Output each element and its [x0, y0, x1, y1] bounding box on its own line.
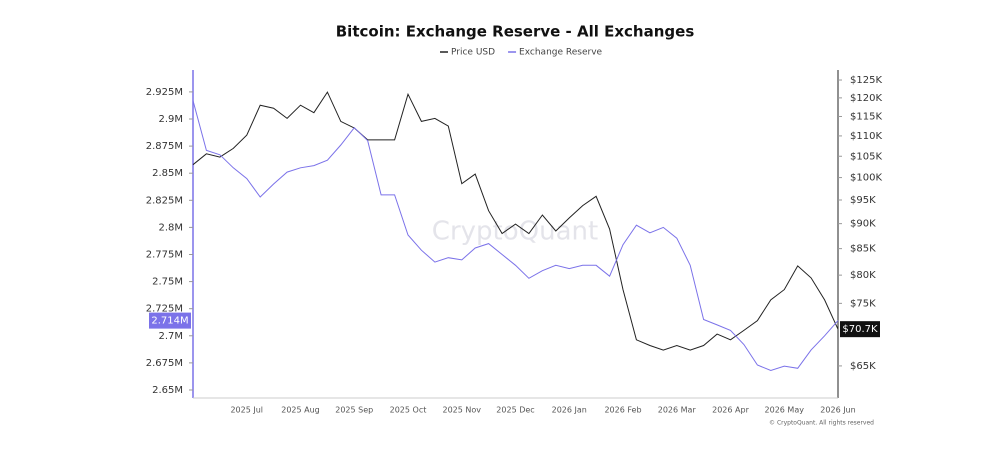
- y2-tick-label: $105K: [850, 151, 882, 162]
- watermark: CryptoQuant: [432, 217, 598, 247]
- y-tick-label: 2.925M: [146, 87, 183, 98]
- x-tick-label: 2025 Nov: [442, 406, 481, 415]
- series-line: [192, 91, 839, 351]
- y2-tick-label: $65K: [850, 361, 876, 372]
- x-tick-label: 2026 Apr: [712, 406, 749, 415]
- legend-label: Exchange Reserve: [519, 48, 602, 58]
- legend-label: Price USD: [451, 48, 495, 58]
- y2-tick-label: $100K: [850, 173, 882, 184]
- x-tick-label: 2025 Oct: [390, 406, 427, 415]
- chart-title: Bitcoin: Exchange Reserve - All Exchange…: [336, 23, 695, 41]
- y-tick-label: 2.675M: [146, 358, 183, 369]
- y-tick-label: 2.825M: [146, 195, 183, 206]
- y2-tick-label: $95K: [850, 195, 876, 206]
- y2-tick-label: $85K: [850, 244, 876, 255]
- y2-tick-label: $75K: [850, 298, 876, 309]
- x-tick-label: 2025 Jul: [230, 406, 263, 415]
- y2-tick-label: $110K: [850, 131, 882, 142]
- x-tick-label: 2025 Sep: [335, 406, 373, 415]
- y2-tick-label: $90K: [850, 219, 876, 230]
- y2-tick-label: $115K: [850, 111, 882, 122]
- y2-tick-label: $120K: [850, 93, 882, 104]
- y-tick-label: 2.65M: [152, 385, 183, 396]
- x-tick-label: 2026 Jun: [820, 406, 855, 415]
- x-tick-label: 2026 May: [765, 406, 805, 415]
- x-tick-label: 2026 Jan: [552, 406, 587, 415]
- value-badge: [149, 312, 191, 329]
- x-tick-label: 2026 Mar: [658, 406, 697, 415]
- y-tick-label: 2.725M: [146, 304, 183, 315]
- value-badge-label: $70.7K: [842, 324, 878, 335]
- value-badge-label: 2.714M: [151, 316, 188, 327]
- x-tick-label: 2025 Dec: [496, 406, 534, 415]
- y-tick-label: 2.775M: [146, 249, 183, 260]
- y-tick-label: 2.85M: [152, 168, 183, 179]
- y2-tick-label: $125K: [850, 75, 882, 86]
- y-tick-label: 2.7M: [158, 331, 183, 342]
- y-tick-label: 2.875M: [146, 141, 183, 152]
- x-tick-label: 2026 Feb: [604, 406, 641, 415]
- value-badge: [840, 321, 880, 338]
- series-line: [192, 100, 839, 372]
- y-tick-label: 2.8M: [158, 222, 183, 233]
- y-tick-label: 2.75M: [152, 277, 183, 288]
- y-tick-label: 2.9M: [158, 114, 183, 125]
- footnote: © CryptoQuant. All rights reserved: [769, 420, 874, 427]
- y2-tick-label: $80K: [850, 270, 876, 281]
- x-tick-label: 2025 Aug: [281, 406, 320, 415]
